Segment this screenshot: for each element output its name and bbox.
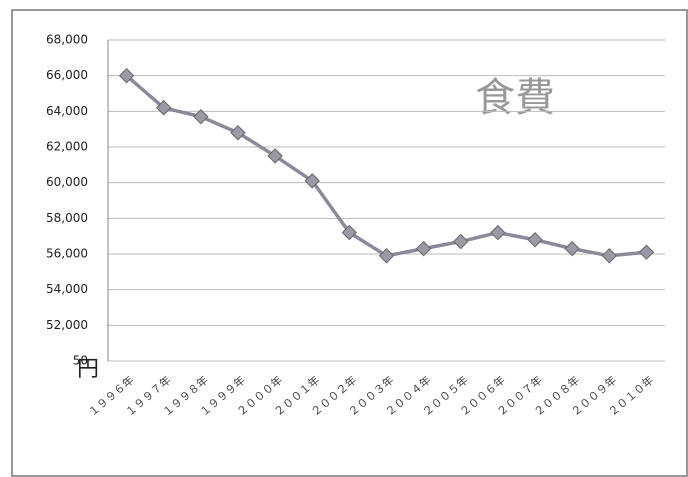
y-tick-label: 58,000 xyxy=(46,211,88,225)
marker xyxy=(638,244,655,260)
y-tick-label: 50 xyxy=(73,354,88,368)
chart-frame xyxy=(11,9,688,477)
marker xyxy=(267,148,283,164)
marker xyxy=(118,67,135,84)
marker xyxy=(490,224,506,241)
marker xyxy=(304,173,320,189)
unit-label: 円 xyxy=(77,357,99,382)
y-tick-label: 62,000 xyxy=(46,140,88,154)
y-tick-label: 54,000 xyxy=(46,282,88,296)
marker xyxy=(564,240,580,257)
y-tick-label: 66,000 xyxy=(46,68,88,82)
y-tick-label: 56,000 xyxy=(46,247,88,261)
y-tick-label: 60,000 xyxy=(46,175,88,189)
y-tick-label: 68,000 xyxy=(46,33,88,47)
marker xyxy=(341,224,358,241)
marker xyxy=(155,100,172,116)
y-tick-label: 52,000 xyxy=(46,318,88,332)
marker xyxy=(601,248,618,264)
marker xyxy=(527,232,543,248)
marker xyxy=(193,108,209,125)
marker xyxy=(453,233,469,250)
marker xyxy=(415,240,432,257)
annotation: 食費 xyxy=(475,75,555,121)
y-tick-label: 64,000 xyxy=(46,104,88,118)
marker xyxy=(230,125,246,141)
marker xyxy=(378,248,395,264)
